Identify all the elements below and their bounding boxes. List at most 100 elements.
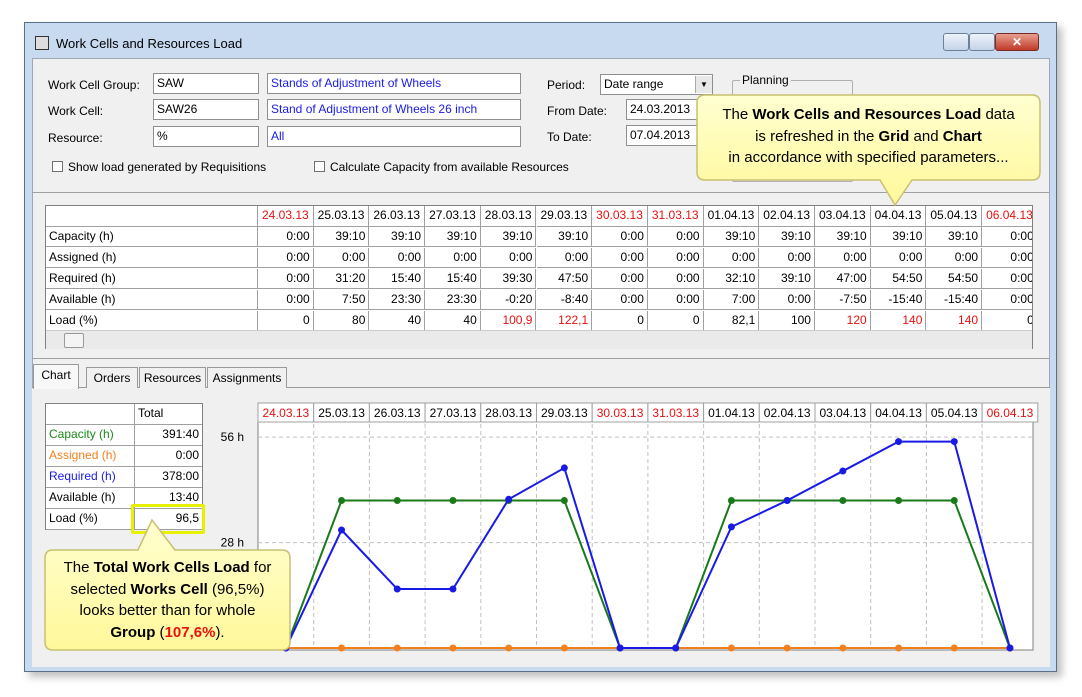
checkbox[interactable]: [314, 161, 325, 172]
x-tick-label: 31.03.13: [652, 406, 699, 420]
plot-area: [257, 402, 1034, 651]
callout-shape: [44, 518, 291, 651]
grid-cell: 0:00: [313, 248, 370, 268]
grid-cell: 23:30: [425, 290, 481, 310]
code-input[interactable]: SAW26: [153, 99, 259, 120]
data-point: [393, 497, 401, 505]
totals-value: 391:40: [135, 425, 202, 446]
grid-cell: -8:40: [536, 290, 593, 310]
callout-line: selected Works Cell (96,5%): [45, 579, 290, 601]
grid-cell: 47:50: [536, 269, 593, 289]
grid-cell: 0:00: [982, 227, 1032, 247]
totals-value: 13:40: [135, 488, 202, 509]
grid-cell: 0:00: [258, 290, 314, 310]
data-point: [393, 585, 401, 593]
column-header: 01.04.13: [703, 206, 760, 227]
period-select[interactable]: Date range: [600, 74, 713, 95]
grid-cell: 23:30: [369, 290, 426, 310]
data-point: [895, 438, 903, 446]
callout-span: Group: [110, 623, 156, 641]
grid-cell: 0:00: [647, 248, 704, 268]
data-grid: 24.03.13 25.03.13 26.03.13 27.03.13 28.03.13…: [45, 205, 1033, 349]
grid-cell: 54:50: [926, 269, 983, 289]
callout-span: (: [155, 623, 165, 641]
tab[interactable]: Resources: [139, 367, 206, 388]
grid-cell: -7:50: [815, 290, 871, 310]
scroll-thumb[interactable]: [64, 333, 84, 348]
data-point: [727, 523, 735, 531]
grid-cell: 7:50: [313, 290, 370, 310]
callout-shape: [696, 94, 1041, 207]
grid-cell: 39:10: [759, 269, 815, 289]
callout-line: in accordance with specified parameters.…: [697, 147, 1040, 169]
row-header: Capacity (h): [46, 227, 258, 247]
data-point: [727, 644, 735, 652]
column-header: 27.03.13: [425, 206, 481, 227]
column-header: 28.03.13: [480, 206, 537, 227]
tab[interactable]: Assignments: [207, 367, 287, 388]
grid-cell: 39:10: [870, 227, 927, 247]
column-header: 29.03.13: [536, 206, 593, 227]
grid-cell: 0:00: [480, 248, 537, 268]
totals-label: Load (%): [46, 509, 135, 530]
totals-label: Required (h): [46, 467, 135, 488]
callout-span: The: [63, 559, 94, 576]
maximize-button[interactable]: [969, 33, 995, 51]
grid-cell: 0:00: [258, 227, 314, 247]
callout-span: is refreshed in the: [755, 127, 879, 145]
callout-span: looks better than for whole: [79, 602, 256, 619]
horizontal-scrollbar[interactable]: [46, 330, 1032, 349]
data-point: [449, 585, 457, 593]
column-header: 04.04.13: [870, 206, 927, 227]
data-point: [338, 497, 346, 505]
grid-cell: 39:10: [536, 227, 593, 247]
description-input[interactable]: Stands of Adjustment of Wheels: [267, 73, 521, 94]
callout-line: looks better than for whole: [45, 600, 290, 622]
code-input[interactable]: SAW: [153, 73, 259, 94]
minimize-button[interactable]: [943, 33, 969, 51]
callout-span: Grid: [878, 127, 910, 145]
category-cell: [981, 402, 1039, 423]
data-point: [783, 644, 791, 652]
tab[interactable]: Orders: [86, 367, 138, 388]
grid-cell: 39:10: [313, 227, 370, 247]
grid-cell: 0:00: [647, 290, 704, 310]
data-point: [895, 644, 903, 652]
callout-line: is refreshed in the Grid and Chart: [697, 126, 1040, 148]
date-input[interactable]: 24.03.2013: [626, 99, 701, 120]
dropdown-arrow[interactable]: ▼: [695, 76, 712, 93]
description-input[interactable]: Stand of Adjustment of Wheels 26 inch: [267, 99, 521, 120]
field-label: Work Cell Group:: [48, 78, 140, 92]
field-label: To Date:: [547, 130, 592, 144]
description-input[interactable]: All: [267, 126, 521, 147]
data-point: [505, 495, 513, 503]
window-title: Work Cells and Resources Load: [56, 36, 243, 51]
data-point: [839, 497, 847, 505]
close-button[interactable]: ✕: [995, 33, 1039, 51]
row-header: Required (h): [46, 269, 258, 289]
totals-label: Capacity (h): [46, 425, 135, 446]
data-point: [1006, 644, 1014, 652]
series-line: [284, 440, 1011, 649]
code-input[interactable]: %: [153, 126, 259, 147]
data-point: [338, 526, 346, 534]
grid-cell: 0:00: [647, 227, 704, 247]
data-point: [950, 497, 958, 505]
grid-cell: 0:00: [592, 269, 648, 289]
separator: [33, 358, 1049, 359]
grid-cell: 0:00: [703, 248, 760, 268]
field-label: Resource:: [48, 131, 103, 145]
x-tick-label: 24.03.13: [262, 406, 309, 420]
data-point: [950, 438, 958, 446]
grid-cell: 0:00: [536, 248, 593, 268]
grid-cell: 0:00: [815, 248, 871, 268]
x-tick-label: 28.03.13: [485, 406, 532, 420]
date-input[interactable]: 07.04.2013: [626, 125, 701, 146]
grid-cell: 0:00: [592, 227, 648, 247]
x-tick-label: 05.04.13: [931, 406, 978, 420]
tab[interactable]: Chart: [33, 364, 79, 389]
grid-cell: 7:00: [703, 290, 760, 310]
checkbox[interactable]: [52, 161, 63, 172]
